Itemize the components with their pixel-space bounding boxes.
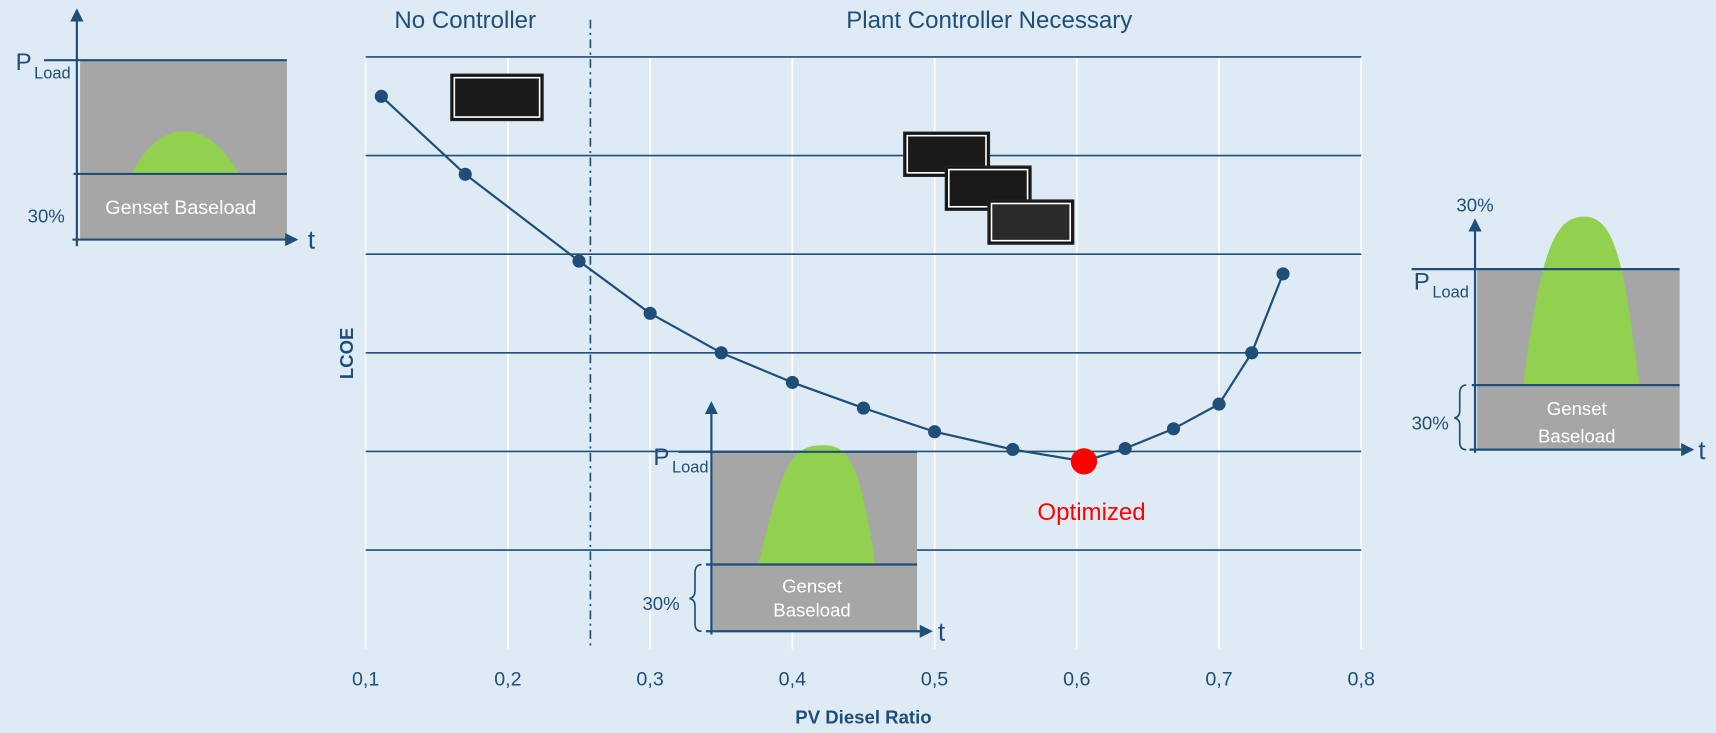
point	[1212, 397, 1226, 411]
point	[572, 254, 586, 268]
baseload: Baseload	[773, 599, 850, 620]
point	[643, 306, 657, 320]
baseload: Genset Baseload	[105, 197, 256, 219]
x-tick-label: 0,5	[921, 669, 948, 691]
point	[1166, 422, 1181, 436]
highlight-point	[1070, 448, 1098, 475]
point	[1006, 442, 1020, 457]
point	[1118, 441, 1132, 456]
y-axis-label: LCOE	[336, 328, 357, 380]
baseload: Baseload	[1538, 426, 1615, 447]
solar-panels	[450, 73, 1075, 245]
x-tick-label: 0,1	[352, 669, 379, 691]
percent: 30%	[642, 593, 679, 614]
x-tick-label: 0,7	[1205, 669, 1232, 691]
baseload: Genset	[782, 575, 843, 596]
x-tick-label: 0,6	[1063, 669, 1090, 691]
p-label: P	[16, 49, 32, 76]
point	[458, 167, 472, 181]
p-sub: Load	[1432, 284, 1469, 302]
x-tick-label: 0,8	[1348, 669, 1375, 691]
p-label: P	[1414, 269, 1430, 296]
point	[1245, 346, 1259, 360]
point	[928, 425, 942, 439]
x-tick-label: 0,2	[494, 669, 521, 691]
p-sub: Load	[672, 459, 709, 477]
percent: 30%	[1412, 412, 1449, 433]
x-tick-label: 0,4	[779, 669, 806, 691]
percent-top: 30%	[1456, 195, 1493, 216]
t-label: t	[1698, 435, 1706, 465]
x-axis-label: PV Diesel Ratio	[795, 707, 931, 728]
point	[1276, 267, 1290, 281]
t-label: t	[308, 225, 316, 255]
point	[856, 401, 871, 415]
p-label: P	[653, 444, 669, 471]
t-label: t	[938, 616, 946, 646]
inset-right: 30% P Load 30% Genset Baseload t	[1412, 195, 1707, 465]
x-tick-label: 0,3	[636, 669, 663, 691]
region-label: Plant Controller Necessary	[846, 7, 1132, 34]
region-label: No Controller	[394, 7, 536, 34]
point	[714, 346, 728, 360]
point	[374, 89, 388, 103]
p-sub: Load	[34, 65, 70, 83]
baseload: Genset	[1547, 398, 1608, 419]
percent: 30%	[28, 206, 65, 227]
inset-left: P Load 30% Genset Baseload t	[16, 8, 316, 255]
point	[785, 375, 799, 389]
annotation: Optimized	[1037, 499, 1145, 526]
inset-middle: P Load 30% Genset Baseload t	[642, 401, 946, 646]
